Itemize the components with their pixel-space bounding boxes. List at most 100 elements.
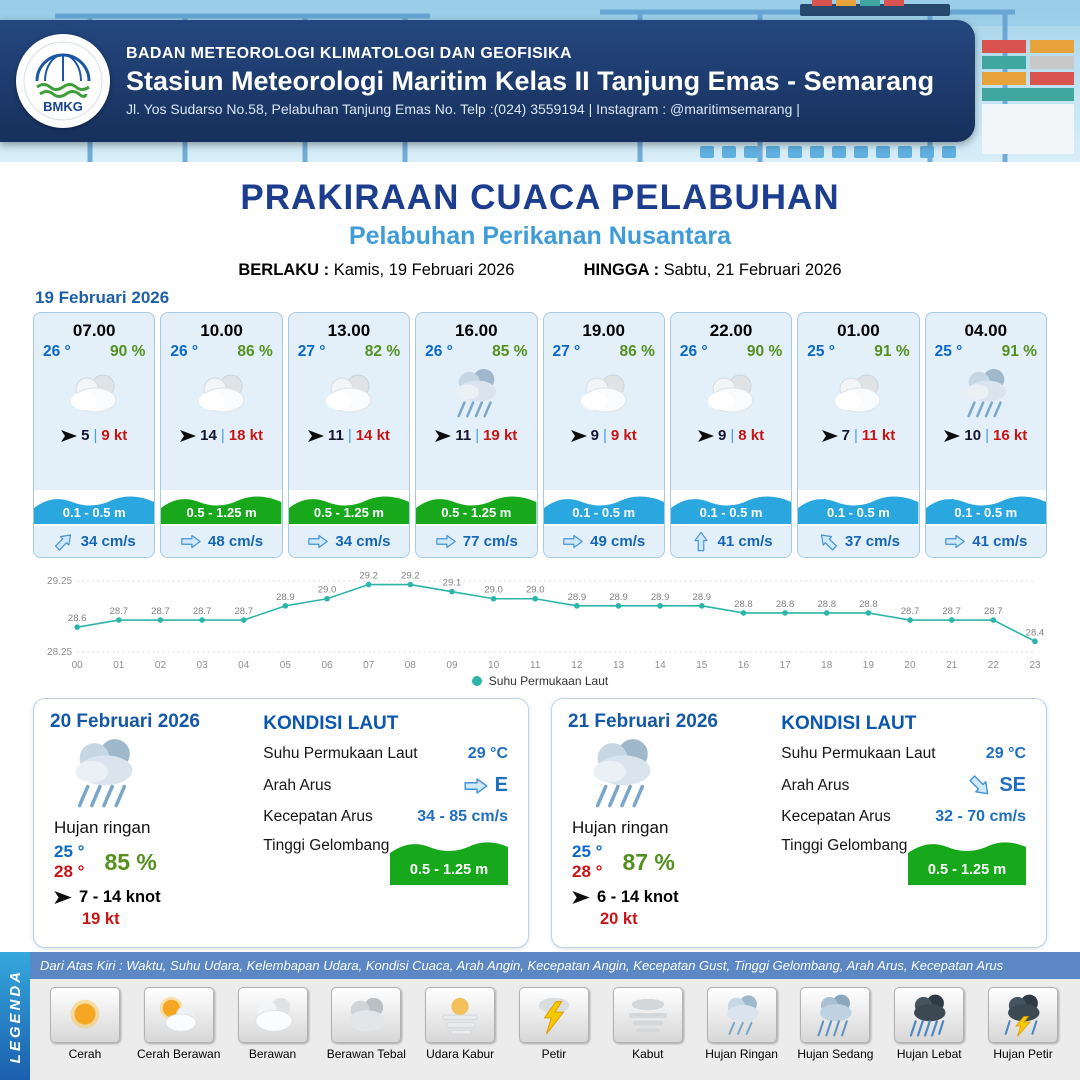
svg-text:09: 09 bbox=[446, 660, 458, 671]
rain-icon bbox=[56, 735, 253, 816]
wave-height: 0.1 - 0.5 m bbox=[699, 505, 763, 520]
current-speed-value: 34 - 85 cm/s bbox=[417, 808, 508, 825]
sst-chart: 28.25 29.25 28.6 00 28.7 01 28.7 02 28.7 03 28.7 04… bbox=[33, 566, 1047, 688]
legend-item: Hujan Petir bbox=[976, 987, 1070, 1061]
wind-direction-icon bbox=[570, 429, 587, 442]
current-direction-icon bbox=[690, 531, 712, 552]
current-direction-icon bbox=[307, 534, 329, 549]
forecast-time: 16.00 bbox=[455, 321, 498, 340]
condition-label: Hujan ringan bbox=[54, 818, 151, 837]
current-dir-value: E bbox=[494, 774, 508, 796]
temp-min: 25 ° bbox=[54, 842, 85, 861]
forecast-time: 07.00 bbox=[72, 321, 116, 340]
wind-direction-icon bbox=[698, 429, 714, 442]
wind-separator: | bbox=[475, 427, 480, 444]
legend-item: Petir bbox=[507, 987, 601, 1061]
chart-legend: Suhu Permukaan Laut bbox=[33, 674, 1047, 688]
wave-height: 0.5 - 1.25 m bbox=[186, 505, 257, 520]
air-temperature: 26 ° bbox=[679, 343, 708, 360]
wind-row: 9 | 8 kt bbox=[671, 427, 791, 444]
current-direction-icon bbox=[435, 534, 457, 549]
svg-text:06: 06 bbox=[321, 660, 333, 671]
sst-value: 29 °C bbox=[467, 745, 508, 762]
station-name: Stasiun Meteorologi Maritim Kelas II Tan… bbox=[126, 66, 935, 96]
current-direction-icon bbox=[967, 774, 993, 795]
svg-text:BMKG: BMKG bbox=[43, 99, 83, 114]
forecast-card: 07.00 26 ° 90 % bbox=[33, 312, 156, 558]
humidity-value: 90 % bbox=[746, 343, 783, 360]
current-speed: 77 cm/s bbox=[462, 533, 518, 550]
svg-text:28.7: 28.7 bbox=[151, 606, 170, 617]
wind-range: 7 - 14 knot bbox=[79, 888, 161, 906]
svg-text:04: 04 bbox=[238, 660, 250, 671]
svg-text:29.0: 29.0 bbox=[526, 585, 545, 596]
humidity-value: 86 % bbox=[619, 343, 655, 360]
daily-wind-row: 6 - 14 knot bbox=[572, 888, 771, 907]
wave-shape bbox=[288, 496, 410, 524]
rain-icon bbox=[456, 368, 497, 418]
forecast-card: 16.00 26 ° 85 % bbox=[415, 312, 538, 558]
moderate-rain-icon bbox=[800, 987, 871, 1043]
sun-cloud-icon bbox=[143, 987, 214, 1043]
legend-item-label: Kabut bbox=[632, 1047, 664, 1061]
daily-date: 21 Februari 2026 bbox=[568, 711, 718, 732]
forecast-date: 19 Februari 2026 bbox=[35, 288, 170, 307]
wind-gust: 8 kt bbox=[738, 427, 765, 444]
forecast-card: 19.00 27 ° 86 % bbox=[542, 312, 665, 558]
wave-height-label: Tinggi Gelombang bbox=[263, 837, 390, 854]
legend-item: Berawan Tebal bbox=[319, 987, 413, 1061]
svg-text:28.8: 28.8 bbox=[859, 599, 878, 610]
legend-title-band: LEGENDA bbox=[0, 952, 30, 1080]
forecast-card: 10.00 26 ° 86 % bbox=[160, 312, 283, 558]
humidity-value: 86 % bbox=[237, 343, 273, 360]
sst-label: Suhu Permukaan Laut bbox=[263, 745, 418, 762]
wave-shape bbox=[416, 496, 537, 524]
forecast-time: 04.00 bbox=[964, 321, 1008, 340]
legend-item-label: Berawan Tebal bbox=[326, 1047, 406, 1061]
air-temperature: 26 ° bbox=[43, 343, 71, 360]
wind-speed: 7 bbox=[841, 427, 850, 444]
svg-text:28.7: 28.7 bbox=[110, 606, 129, 617]
air-temperature: 26 ° bbox=[425, 343, 453, 360]
svg-text:28.7: 28.7 bbox=[234, 606, 253, 617]
current-row: 34 cm/s bbox=[288, 524, 410, 557]
wave-shape bbox=[161, 496, 282, 524]
wind-separator: | bbox=[220, 427, 225, 444]
heavy-rain-icon bbox=[894, 987, 965, 1043]
svg-text:28.9: 28.9 bbox=[568, 592, 587, 603]
daily-wind-row: 7 - 14 knot bbox=[54, 888, 253, 907]
header: BMKG BADAN METEOROLOGI KLIMATOLOGI DAN G… bbox=[0, 0, 1080, 162]
current-direction-icon bbox=[562, 534, 584, 549]
svg-text:29.2: 29.2 bbox=[359, 571, 378, 582]
legend-item-label: Hujan Petir bbox=[993, 1047, 1053, 1061]
wave-height-box: 0.5 - 1.25 m bbox=[908, 837, 1026, 885]
humidity-value: 91 % bbox=[1001, 343, 1037, 360]
wave-height-box: 0.5 - 1.25 m bbox=[390, 837, 508, 885]
air-temperature: 25 ° bbox=[807, 343, 835, 360]
svg-text:12: 12 bbox=[571, 660, 583, 671]
wind-separator: | bbox=[93, 427, 98, 444]
hingga-value: Sabtu, 21 Februari 2026 bbox=[663, 261, 842, 279]
daily-humidity: 85 % bbox=[104, 848, 157, 875]
wind-direction-icon bbox=[435, 429, 452, 442]
wind-separator: | bbox=[602, 427, 607, 444]
current-dir-label: Arah Arus bbox=[263, 776, 332, 794]
chart-legend-label: Suhu Permukaan Laut bbox=[488, 674, 609, 688]
legend-item-label: Petir bbox=[541, 1047, 567, 1061]
weather-icon bbox=[289, 361, 409, 425]
svg-text:18: 18 bbox=[821, 660, 833, 671]
wind-speed: 11 bbox=[327, 427, 344, 444]
wind-range: 6 - 14 knot bbox=[597, 888, 679, 906]
forecast-time: 13.00 bbox=[327, 321, 371, 340]
hingga-label: HINGGA : bbox=[583, 261, 660, 279]
wind-direction-icon bbox=[61, 429, 78, 442]
current-row: 48 cm/s bbox=[161, 524, 282, 557]
svg-text:22: 22 bbox=[988, 660, 1000, 671]
legend-item-label: Berawan bbox=[248, 1047, 297, 1061]
berlaku-value: Kamis, 19 Februari 2026 bbox=[333, 261, 515, 279]
wind-speed: 10 bbox=[964, 427, 982, 444]
svg-text:15: 15 bbox=[696, 660, 708, 671]
legend-item-label: Hujan Lebat bbox=[896, 1047, 962, 1061]
svg-text:16: 16 bbox=[738, 660, 750, 671]
